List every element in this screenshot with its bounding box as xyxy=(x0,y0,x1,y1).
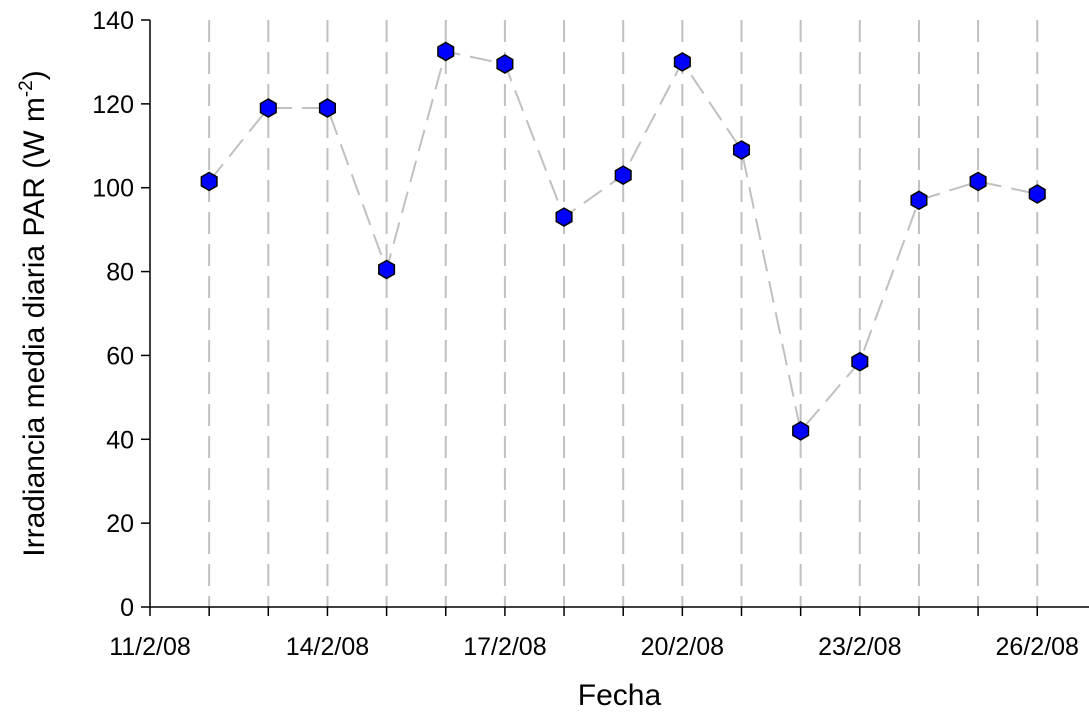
data-point xyxy=(614,165,632,186)
data-point xyxy=(732,140,751,160)
y-tick-label: 40 xyxy=(106,426,134,454)
y-axis-title: Irradiancia media diaria PAR (W m-2) xyxy=(16,70,51,557)
y-tick-label: 80 xyxy=(106,259,134,287)
data-point xyxy=(437,41,455,62)
y-axis-title-main: Irradiancia media diaria PAR (W m xyxy=(18,97,51,557)
data-point xyxy=(555,207,573,227)
y-tick-label: 60 xyxy=(106,342,134,370)
x-tick-label: 23/2/08 xyxy=(818,633,901,661)
x-tick-label: 14/2/08 xyxy=(286,633,369,661)
data-point xyxy=(1028,184,1046,204)
y-axis-title-end: ) xyxy=(18,70,51,80)
data-point xyxy=(200,171,218,192)
vertical-gridlines xyxy=(208,20,1039,607)
x-axis-title: Fecha xyxy=(578,679,662,712)
data-point xyxy=(792,421,810,441)
y-tick-label: 100 xyxy=(92,175,134,203)
x-axis-ticks: 11/2/08 14/2/08 17/2/08 20/2/08 23/2/08 26/2/… xyxy=(109,607,1079,661)
data-point xyxy=(259,98,277,118)
x-tick-label: 26/2/08 xyxy=(996,633,1079,661)
data-point xyxy=(969,171,987,192)
data-point xyxy=(910,190,928,211)
data-point xyxy=(673,52,691,72)
y-tick-label: 20 xyxy=(106,510,134,538)
y-axis-ticks: 0 20 40 60 80 100 120 140 xyxy=(92,7,150,622)
series-markers xyxy=(200,41,1046,441)
data-point xyxy=(496,54,514,74)
data-point xyxy=(318,98,336,118)
data-point xyxy=(378,259,396,280)
y-axis-title-superscript: -2 xyxy=(16,80,37,97)
data-point xyxy=(851,351,869,372)
y-tick-label: 120 xyxy=(92,91,134,119)
y-tick-label: 140 xyxy=(92,7,134,35)
axes xyxy=(149,20,1089,608)
x-tick-label: 17/2/08 xyxy=(463,633,546,661)
x-tick-label: 20/2/08 xyxy=(641,633,724,661)
y-tick-label: 0 xyxy=(120,594,134,622)
x-tick-label: 11/2/08 xyxy=(109,633,191,661)
series-group xyxy=(200,41,1046,441)
